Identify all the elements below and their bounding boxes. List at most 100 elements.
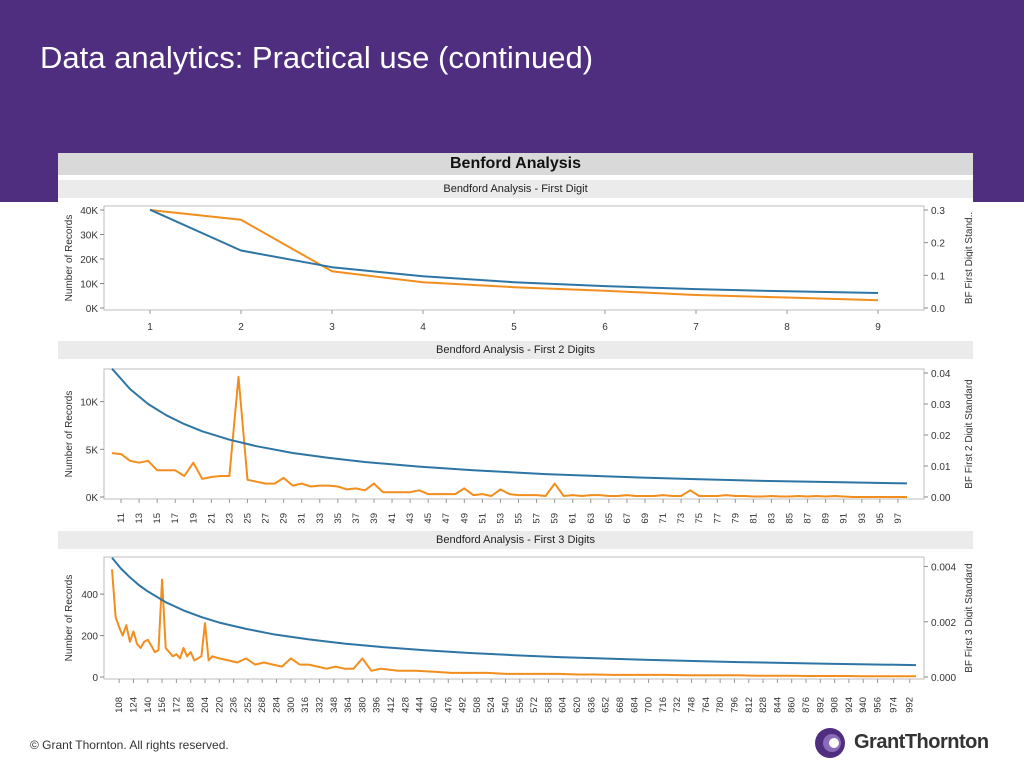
x-tick-label: 140: [143, 697, 154, 713]
x-tick-label: 4: [420, 322, 426, 333]
x-tick-label: 79: [730, 513, 741, 524]
x-tick-label: 93: [857, 513, 868, 524]
x-tick-label: 69: [640, 513, 651, 524]
x-tick-label: 380: [357, 697, 368, 713]
x-tick-label: 2: [238, 322, 244, 333]
x-tick-label: 23: [224, 513, 235, 524]
y-tick-label: 0: [92, 673, 98, 684]
y2-tick-label: 0.1: [931, 271, 945, 282]
logo-text: GrantThornton: [854, 731, 989, 753]
x-tick-label: 204: [200, 697, 211, 713]
y2-tick-label: 0.004: [931, 563, 956, 574]
x-tick-label: 73: [676, 513, 687, 524]
x-tick-label: 364: [343, 697, 354, 713]
x-tick-label: 412: [386, 697, 397, 713]
x-tick-label: 460: [429, 697, 440, 713]
x-tick-label: 284: [272, 697, 283, 713]
x-tick-label: 652: [601, 697, 612, 713]
x-tick-label: 33: [315, 513, 326, 524]
x-tick-label: 636: [586, 697, 597, 713]
x-tick-label: 83: [766, 513, 777, 524]
x-tick-label: 77: [712, 513, 723, 524]
x-tick-label: 63: [586, 513, 597, 524]
y-tick-label: 5K: [86, 445, 99, 456]
benford-series-line: [149, 208, 879, 294]
x-tick-label: 89: [821, 513, 832, 524]
x-tick-label: 37: [351, 513, 362, 524]
x-tick-label: 812: [744, 697, 755, 713]
x-tick-label: 508: [472, 697, 483, 713]
y2-tick-label: 0.3: [931, 206, 945, 217]
x-tick-label: 91: [839, 513, 850, 524]
y-tick-label: 30K: [80, 231, 98, 242]
x-tick-label: 17: [170, 513, 181, 524]
x-tick-label: 39: [369, 513, 380, 524]
x-tick-label: 428: [400, 697, 411, 713]
y2-tick-label: 0.03: [931, 400, 951, 411]
x-tick-label: 764: [701, 697, 712, 713]
x-tick-label: 13: [134, 513, 145, 524]
slide-title: Data analytics: Practical use (continued…: [40, 40, 594, 75]
chart-title-first-2-digits: Bendford Analysis - First 2 Digits: [58, 341, 973, 359]
x-tick-label: 974: [889, 697, 900, 713]
plot-area: [103, 205, 925, 311]
x-tick-label: 35: [333, 513, 344, 524]
grant-thornton-logo-icon: [815, 728, 845, 758]
y-axis-label: Number of Records: [64, 391, 75, 478]
chart-first-3-digits: 400 200 0 0.004 0.002 0.000 Number of Records B…: [64, 556, 973, 713]
y-tick-label: 20K: [80, 255, 98, 266]
x-tick-label: 19: [188, 513, 199, 524]
chart-first-digit: 40K 30K 20K 10K 0K 0.3 0.2 0.1 0.0 Number of Reco…: [64, 205, 973, 333]
x-tick-label: 85: [785, 513, 796, 524]
x-tick-label: 59: [550, 513, 561, 524]
x-tick-label: 25: [243, 513, 254, 524]
x-tick-label: 5: [511, 322, 517, 333]
x-tick-label: 876: [801, 697, 812, 713]
y2-axis-label: BF First 3 Digit Standard: [964, 563, 973, 672]
x-tick-label: 188: [186, 697, 197, 713]
x-tick-label: 748: [687, 697, 698, 713]
x-tick-label: 252: [243, 697, 254, 713]
x-tick-label: 732: [672, 697, 683, 713]
y-tick-label: 10K: [80, 280, 98, 291]
x-tick-label: 924: [844, 697, 855, 713]
x-tick-label: 11: [116, 513, 127, 523]
plot-area: [103, 556, 925, 680]
x-tick-label: 828: [758, 697, 769, 713]
x-tick-label: 21: [206, 513, 217, 524]
x-tick-label: 604: [558, 697, 569, 713]
x-tick-label: 6: [602, 322, 608, 333]
x-tick-label: 668: [615, 697, 626, 713]
x-tick-label: 476: [443, 697, 454, 713]
x-tick-label: 844: [772, 697, 783, 713]
x-tick-label: 332: [314, 697, 325, 713]
x-tick-label: 71: [658, 513, 669, 524]
y2-tick-label: 0.02: [931, 431, 951, 442]
y-tick-label: 200: [81, 632, 98, 643]
x-tick-label: 1: [147, 322, 153, 333]
x-tick-label: 53: [495, 513, 506, 524]
y2-tick-label: 0.2: [931, 239, 945, 250]
x-tick-label: 540: [501, 697, 512, 713]
x-tick-label: 572: [529, 697, 540, 713]
x-tick-label: 87: [803, 513, 814, 524]
x-tick-label: 9: [875, 322, 881, 333]
y-tick-label: 40K: [80, 206, 98, 217]
x-tick-label: 684: [629, 697, 640, 713]
y-axis-label: Number of Records: [64, 215, 75, 302]
x-tick-label: 8: [784, 322, 790, 333]
x-tick-label: 444: [415, 697, 426, 713]
x-tick-label: 43: [405, 513, 416, 524]
x-tick-label: 940: [858, 697, 869, 713]
x-tick-label: 492: [458, 697, 469, 713]
grant-thornton-logo: GrantThornton: [812, 726, 1002, 760]
actual-series-line: [111, 375, 907, 498]
y-tick-label: 400: [81, 590, 98, 601]
x-tick-label: 156: [157, 697, 168, 713]
x-tick-label: 172: [171, 697, 182, 713]
x-tick-label: 65: [604, 513, 615, 524]
y-tick-label: 0K: [86, 493, 99, 504]
x-tick-label: 268: [257, 697, 268, 713]
x-tick-label: 81: [748, 513, 759, 524]
actual-series-line: [111, 569, 916, 678]
